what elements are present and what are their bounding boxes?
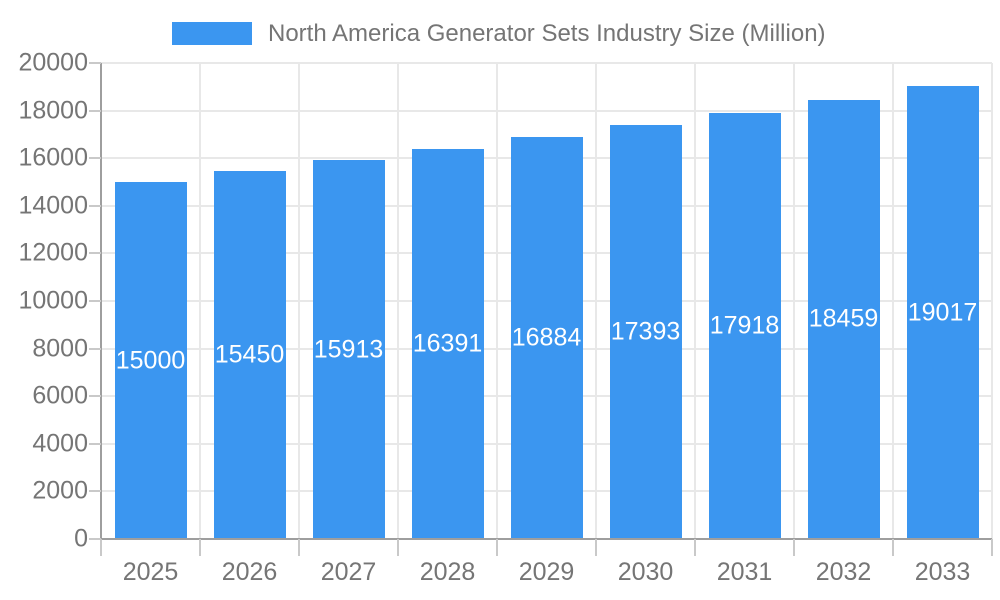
gridline-v: [199, 63, 201, 539]
y-tick: [89, 109, 101, 112]
gridline-v: [793, 63, 795, 539]
y-tick-label: 12000: [18, 238, 88, 267]
x-tick-label: 2028: [419, 558, 476, 586]
x-tick: [793, 539, 795, 556]
bar-2032[interactable]: 18459: [807, 99, 880, 539]
y-tick-label: 14000: [18, 191, 88, 220]
bar-value-label: 15450: [214, 340, 285, 369]
gridline-h: [101, 62, 992, 64]
x-tick-label: 2033: [914, 558, 971, 586]
legend: North America Generator Sets Industry Si…: [172, 19, 826, 47]
bar-value-label: 15000: [115, 346, 186, 374]
bar-2030[interactable]: 17393: [609, 125, 682, 539]
gridline-v: [991, 63, 993, 539]
bar-2031[interactable]: 17918: [708, 112, 781, 539]
x-tick: [694, 539, 696, 556]
gridline-v: [298, 63, 300, 539]
legend-label: North America Generator Sets Industry Si…: [268, 19, 826, 47]
legend-swatch: [172, 22, 252, 45]
y-tick-label: 20000: [18, 48, 88, 77]
y-tick-label: 10000: [18, 286, 88, 315]
gridline-v: [694, 63, 696, 539]
y-tick: [89, 442, 101, 445]
bar-2033[interactable]: 19017: [906, 86, 979, 539]
bar-2026[interactable]: 15450: [213, 171, 286, 539]
y-tick: [89, 252, 101, 255]
gridline-v: [892, 63, 894, 539]
gridline-v: [397, 63, 399, 539]
x-tick: [298, 539, 300, 556]
y-tick-label: 2000: [32, 476, 88, 505]
x-tick-label: 2025: [122, 558, 179, 586]
bar-value-label: 16884: [511, 323, 582, 352]
bar-value-label: 18459: [808, 304, 879, 333]
y-tick-label: 6000: [32, 381, 88, 410]
y-tick: [89, 490, 101, 493]
y-tick-label: 8000: [32, 334, 88, 363]
y-tick: [89, 204, 101, 207]
bar-value-label: 15913: [313, 335, 384, 364]
x-tick-label: 2026: [221, 558, 278, 586]
bar-2027[interactable]: 15913: [312, 160, 385, 539]
bar-2029[interactable]: 16884: [510, 137, 583, 539]
x-tick: [496, 539, 498, 556]
bar-value-label: 17393: [610, 317, 681, 346]
x-tick: [595, 539, 597, 556]
y-tick-label: 18000: [18, 96, 88, 125]
gridline-v: [595, 63, 597, 539]
y-tick: [89, 62, 101, 64]
x-tick: [397, 539, 399, 556]
y-tick-label: 4000: [32, 429, 88, 458]
x-tick-label: 2030: [617, 558, 674, 586]
y-tick-label: 0: [74, 524, 88, 553]
y-tick: [89, 157, 101, 160]
y-tick: [89, 538, 101, 540]
bar-2025[interactable]: 15000: [114, 182, 187, 539]
x-tick: [892, 539, 894, 556]
bar-value-label: 19017: [907, 298, 978, 327]
bar-value-label: 17918: [709, 311, 780, 340]
bar-value-label: 16391: [412, 329, 483, 358]
x-tick-label: 2029: [518, 558, 575, 586]
y-tick-label: 16000: [18, 143, 88, 172]
bar-2028[interactable]: 16391: [411, 148, 484, 539]
x-axis-line: [100, 538, 992, 540]
y-tick: [89, 395, 101, 398]
x-tick: [991, 539, 993, 556]
y-axis-line: [100, 63, 102, 556]
gridline-v: [496, 63, 498, 539]
x-tick-label: 2032: [815, 558, 872, 586]
y-tick: [89, 347, 101, 350]
x-tick-label: 2027: [320, 558, 377, 586]
x-tick-label: 2031: [716, 558, 773, 586]
y-tick: [89, 300, 101, 302]
x-tick: [199, 539, 201, 556]
x-tick: [100, 539, 102, 556]
gridline-h: [101, 109, 992, 112]
